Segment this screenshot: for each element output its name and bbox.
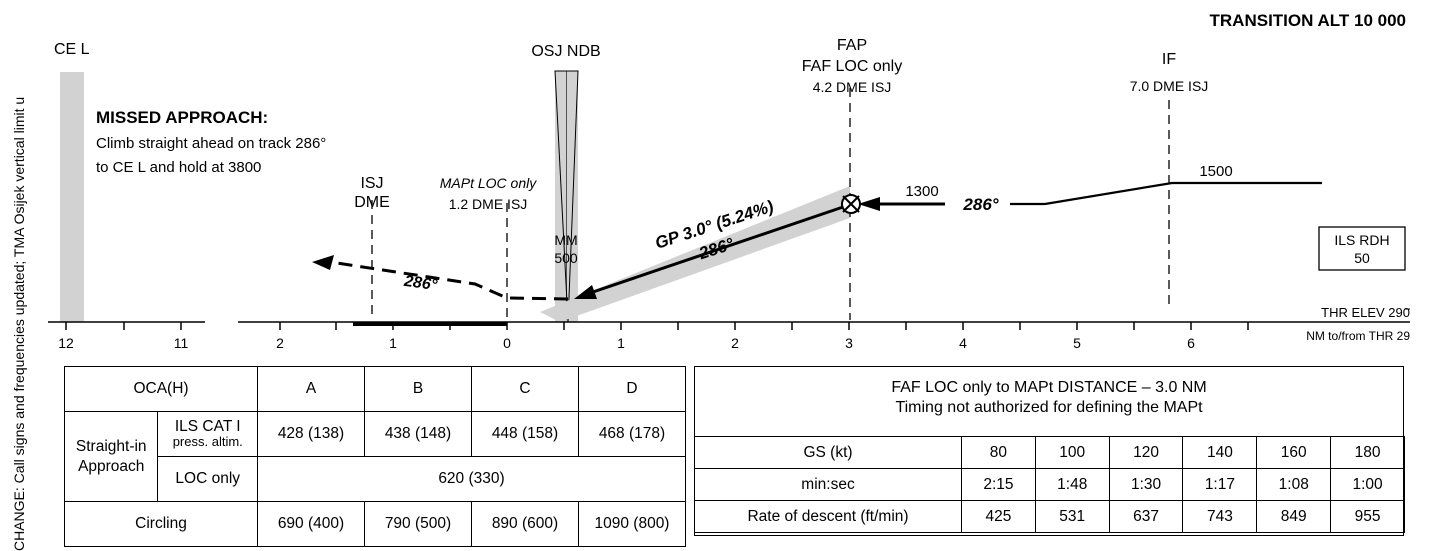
table-cell: 1:00: [1330, 468, 1405, 501]
cat-header: A: [257, 366, 365, 412]
inbound-arrowhead: [858, 197, 880, 211]
table-row: GS (kt) 80 100 120 140 160 180: [694, 436, 1405, 469]
table-cell: 1:08: [1256, 468, 1332, 501]
straight-in-label: Straight-in Approach: [63, 411, 159, 502]
row-label: min:sec: [694, 468, 962, 501]
cel-label: CE L: [54, 41, 90, 58]
faf-loc-label: FAF LOC only: [802, 58, 902, 75]
mapt-dme-label: 1.2 DME ISJ: [449, 196, 528, 212]
scale-ticks: [65, 322, 1249, 330]
fap-symbol: [841, 194, 861, 214]
scale-label: 5: [1073, 335, 1081, 351]
alt-1500: 1500: [1199, 163, 1232, 180]
scale-label: 0: [503, 335, 511, 351]
table-cell: 120: [1108, 436, 1184, 469]
table-cell: 531: [1034, 500, 1110, 533]
missed-arrowhead: [312, 255, 334, 270]
faf-timing-box: FAF LOC only to MAPt DISTANCE – 3.0 NM T…: [694, 366, 1404, 536]
ils-value: 438 (148): [364, 411, 472, 457]
transition-alt: TRANSITION ALT 10 000: [1210, 11, 1406, 30]
ils-value: 448 (158): [471, 411, 579, 457]
scale-label: 2: [276, 335, 284, 351]
rdh-value: 50: [1354, 250, 1370, 266]
nm-label: NM to/from THR 29: [1306, 329, 1410, 343]
scale-label: 4: [959, 335, 967, 351]
fap-dme-label: 4.2 DME ISJ: [813, 79, 892, 95]
alt-1300: 1300: [905, 183, 938, 200]
table-cell: 160: [1256, 436, 1332, 469]
table-cell: 1:30: [1108, 468, 1184, 501]
table-cell: 1:48: [1034, 468, 1110, 501]
missed-approach-line1: Climb straight ahead on track 286°: [96, 135, 326, 152]
table-cell: 1:17: [1182, 468, 1258, 501]
circling-value: 1090 (800): [578, 501, 686, 547]
table-cell: 955: [1330, 500, 1405, 533]
scale-label: 12: [58, 335, 74, 351]
glide-path-line: [589, 204, 847, 295]
if-label: IF: [1162, 51, 1176, 68]
glide-arrowhead: [574, 285, 597, 299]
scale-label: 2: [731, 335, 739, 351]
press-altim-text: press. altim.: [172, 434, 243, 449]
ils-cat-text: ILS CAT I: [174, 418, 241, 435]
mm-alt-label: 500: [554, 250, 578, 266]
circling-value: 790 (500): [364, 501, 472, 547]
row-label: GS (kt): [694, 436, 962, 469]
loc-label: LOC only: [157, 456, 258, 502]
inbound-track-label: 286°: [962, 195, 998, 214]
cat-header: C: [471, 366, 579, 412]
table-cell: 425: [961, 500, 1036, 533]
scale-label: 6: [1187, 335, 1195, 351]
glide-path-area: [540, 186, 850, 322]
loc-value: 620 (330): [257, 456, 686, 502]
ils-value: 468 (178): [578, 411, 686, 457]
table-cell: 849: [1256, 500, 1332, 533]
missed-approach-title: MISSED APPROACH:: [96, 108, 268, 127]
dme-label: DME: [354, 194, 390, 211]
missed-approach-path: [329, 260, 569, 301]
faf-distance-title: FAF LOC only to MAPt DISTANCE – 3.0 NM: [891, 379, 1207, 396]
scale-label: 1: [389, 335, 397, 351]
circling-value: 890 (600): [471, 501, 579, 547]
table-cell: 637: [1108, 500, 1184, 533]
table-cell: 100: [1034, 436, 1110, 469]
initial-approach-path: [1010, 181, 1322, 206]
straight-in-text: Straight-in: [75, 437, 147, 455]
isj-label: ISJ: [360, 175, 383, 192]
mm-label: MM: [554, 232, 577, 248]
table-cell: 2:15: [961, 468, 1036, 501]
scale-label: 1: [617, 335, 625, 351]
circling-label: Circling: [64, 501, 258, 547]
mapt-label: MAPt LOC only: [440, 175, 537, 191]
ils-value: 428 (138): [257, 411, 365, 457]
ils-label: ILS CAT I press. altim.: [157, 411, 258, 457]
ils-rdh-box: [1318, 226, 1406, 271]
table-cell: 80: [961, 436, 1036, 469]
row-label: Rate of descent (ft/min): [694, 500, 962, 533]
if-dme-label: 7.0 DME ISJ: [1130, 78, 1209, 94]
timing-table: GS (kt) 80 100 120 140 160 180 min:sec 2…: [694, 436, 1405, 533]
rdh-label: ILS RDH: [1334, 232, 1389, 248]
table-cell: 743: [1182, 500, 1258, 533]
scale-label: 11: [174, 335, 189, 351]
ce-l-column: [60, 72, 84, 322]
oca-header: OCA(H): [64, 366, 258, 412]
circling-value: 690 (400): [257, 501, 365, 547]
approach-text: Approach: [78, 457, 145, 475]
table-cell: 180: [1330, 436, 1405, 469]
missed-approach-line2: to CE L and hold at 3800: [96, 159, 261, 176]
scale-label: 3: [845, 335, 853, 351]
cat-header: D: [578, 366, 686, 412]
thr-elev-label: THR ELEV 290: [1321, 305, 1410, 320]
osj-ndb-label: OSJ NDB: [531, 43, 600, 60]
table-row: min:sec 2:15 1:48 1:30 1:17 1:08 1:00: [694, 468, 1405, 501]
approach-profile-view: TRANSITION ALT 10 000 CE L MISSED APPROA…: [48, 11, 1410, 351]
table-cell: 140: [1182, 436, 1258, 469]
cat-header: B: [364, 366, 472, 412]
table-row: Rate of descent (ft/min) 425 531 637 743…: [694, 500, 1405, 533]
fap-label: FAP: [837, 37, 867, 54]
oca-table: OCA(H) A B C D Straight-in Approach ILS …: [63, 366, 686, 547]
missed-track-label: 286°: [402, 273, 439, 295]
timing-note: Timing not authorized for defining the M…: [895, 399, 1203, 416]
